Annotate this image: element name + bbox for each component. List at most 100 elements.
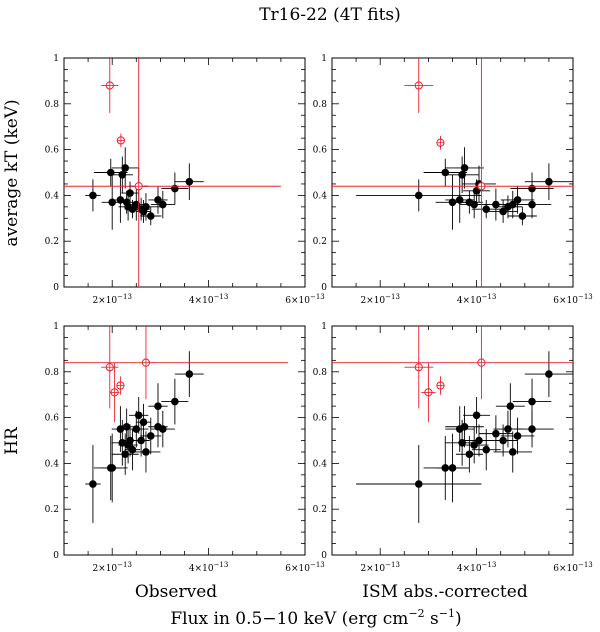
y-tick-label: 0 xyxy=(321,283,327,293)
x-tick-label: 2×10−13 xyxy=(92,561,132,574)
y-tick-label: 0.2 xyxy=(45,505,59,515)
data-point xyxy=(150,410,175,448)
data-point xyxy=(148,186,168,214)
data-point xyxy=(495,383,525,430)
data-point xyxy=(148,383,168,430)
data-point xyxy=(459,426,489,464)
data-marker xyxy=(154,402,162,410)
data-point xyxy=(136,403,151,441)
data-marker xyxy=(159,200,167,209)
data-marker xyxy=(414,480,423,488)
data-marker xyxy=(465,450,474,459)
data-point xyxy=(131,431,161,473)
data-point xyxy=(524,351,573,397)
data-point xyxy=(161,378,189,425)
y-tick-label: 1 xyxy=(53,322,59,332)
x-tick-label: 6×10−13 xyxy=(553,293,593,306)
data-point xyxy=(471,429,501,471)
y-tick-label: 0.6 xyxy=(45,146,60,156)
data-marker xyxy=(142,448,150,456)
y-tick-label: 0.4 xyxy=(313,191,328,201)
data-point xyxy=(463,396,491,434)
data-point xyxy=(150,190,175,219)
y-tick-label: 0.8 xyxy=(45,368,60,378)
x-tick-label: 6×10−13 xyxy=(285,561,325,574)
data-marker xyxy=(460,422,469,431)
data-marker xyxy=(146,212,155,220)
data-layer xyxy=(64,326,289,523)
y-tick-label: 0.6 xyxy=(313,414,328,424)
y-tick-label: 1 xyxy=(321,54,327,64)
series-black xyxy=(356,351,573,523)
data-point xyxy=(510,410,554,448)
x-axis-label-left: Observed xyxy=(135,582,217,602)
data-marker xyxy=(159,425,167,433)
data-point xyxy=(524,163,573,200)
data-marker xyxy=(171,397,179,406)
x-tick-label: 4×10−13 xyxy=(457,293,497,306)
data-point xyxy=(356,445,482,523)
chart-title: Tr16-22 (4T fits) xyxy=(259,5,401,25)
panel-bottom-left: 0 0.2 0.4 0.6 0.8 1 2×10−13 4×10−13 6×10−13 xyxy=(45,322,325,574)
data-marker xyxy=(108,464,116,472)
data-marker xyxy=(448,464,457,472)
x-tick-label: 6×10−13 xyxy=(285,293,325,306)
data-point xyxy=(109,362,120,423)
data-point xyxy=(132,424,150,457)
data-marker xyxy=(185,370,194,378)
data-marker xyxy=(470,200,478,209)
data-marker xyxy=(545,370,553,378)
data-marker xyxy=(506,402,515,410)
data-marker xyxy=(460,164,469,172)
data-marker xyxy=(470,441,478,449)
plot-frame xyxy=(63,325,306,556)
data-marker xyxy=(528,425,536,433)
data-point xyxy=(445,147,484,189)
panel-bottom-right: 0 0.2 0.4 0.6 0.8 1 2×10−13 4×10−13 6×10−13 xyxy=(313,322,593,574)
y-axis-label-top: average kT (keV) xyxy=(2,99,22,246)
data-layer xyxy=(64,58,281,287)
data-point xyxy=(111,147,139,189)
data-marker xyxy=(132,425,141,433)
data-marker xyxy=(513,432,522,440)
data-marker xyxy=(89,480,97,488)
data-layer xyxy=(332,326,573,523)
data-marker xyxy=(121,450,130,459)
data-point xyxy=(507,206,537,226)
data-marker xyxy=(185,177,194,186)
y-tick-label: 0.2 xyxy=(313,505,327,515)
data-point xyxy=(445,156,480,194)
series-red xyxy=(332,326,573,423)
data-point xyxy=(101,58,119,113)
data-marker xyxy=(414,191,423,200)
data-marker xyxy=(146,432,155,440)
x-axis-label-bottom: Flux in 0.5−10 keV (erg cm−2 s−1) xyxy=(170,607,461,629)
data-point xyxy=(332,58,573,287)
y-tick-label: 0.8 xyxy=(45,100,60,110)
data-point xyxy=(421,362,436,423)
data-point xyxy=(64,58,281,287)
y-tick-label: 0.2 xyxy=(45,237,59,247)
data-marker xyxy=(499,207,507,216)
data-marker xyxy=(126,436,134,445)
y-axis-label-bottom: HR xyxy=(2,426,22,455)
y-tick-label: 0.4 xyxy=(45,459,60,469)
x-tick-label: 4×10−13 xyxy=(457,561,497,574)
x-tick-label: 4×10−13 xyxy=(189,561,229,574)
data-marker xyxy=(126,189,134,197)
data-layer xyxy=(332,58,573,287)
data-marker xyxy=(482,445,491,454)
y-tick-label: 0.8 xyxy=(313,100,328,110)
data-point xyxy=(85,445,101,523)
data-point xyxy=(455,435,483,473)
data-point xyxy=(500,417,535,455)
data-point xyxy=(85,179,101,212)
data-point xyxy=(435,433,470,503)
panel-top-right: 0 0.2 0.4 0.6 0.8 1 2×10−13 4×10−13 6×10−13 xyxy=(313,54,593,306)
y-tick-label: 0.6 xyxy=(313,146,328,156)
data-point xyxy=(111,156,133,194)
data-marker xyxy=(121,164,130,172)
data-point xyxy=(101,326,119,409)
y-tick-label: 0 xyxy=(321,551,327,561)
